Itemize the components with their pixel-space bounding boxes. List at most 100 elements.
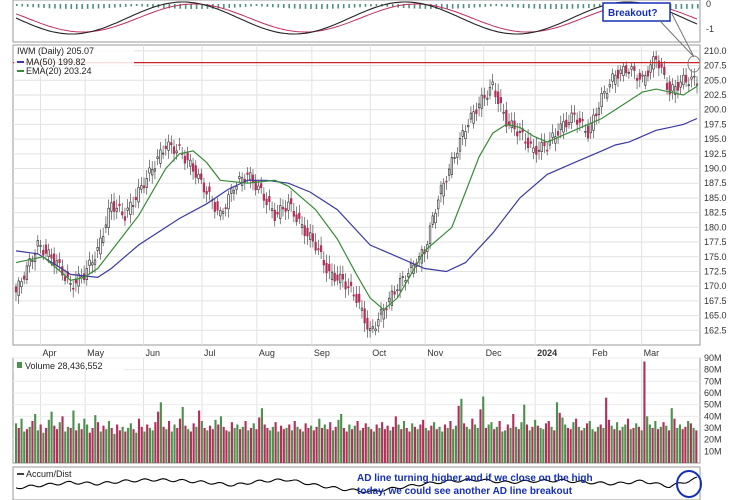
candle-body — [118, 203, 121, 206]
oscillator-histogram-bar — [697, 4, 699, 9]
candle-body — [576, 119, 579, 125]
price-tick-label: 200.0 — [704, 105, 727, 115]
volume-bar — [167, 421, 171, 463]
candle-body — [635, 78, 639, 81]
price-tick-label: 167.5 — [704, 296, 727, 306]
candle-body — [170, 142, 173, 146]
oscillator-line — [15, 1, 698, 35]
candle-body — [178, 144, 181, 146]
volume-bar — [244, 421, 247, 463]
volume-bar — [665, 425, 668, 463]
candle-body — [450, 157, 453, 175]
candle-body — [524, 141, 527, 144]
oscillator-histogram-bar — [571, 4, 574, 9]
volume-bars — [15, 361, 698, 463]
candle-body — [20, 281, 23, 288]
candle-body — [102, 236, 105, 243]
volume-bar — [364, 423, 367, 463]
volume-bar — [203, 428, 206, 463]
oscillator-histogram-bar — [364, 4, 367, 7]
volume-bar — [561, 417, 564, 463]
candle-body — [317, 248, 320, 251]
oscillator-histogram-bar — [353, 4, 356, 8]
candle-body — [540, 141, 543, 152]
volume-bar — [154, 422, 157, 463]
oscillator-histogram-bar — [184, 4, 187, 9]
candle-body — [377, 319, 380, 327]
oscillator-histogram-bar — [233, 4, 236, 8]
oscillator-histogram-bar — [195, 4, 198, 9]
candle-body — [251, 174, 255, 184]
volume-bar — [605, 397, 608, 463]
oscillator-histogram-bar — [495, 4, 498, 7]
candle-body — [110, 202, 113, 212]
accum-panel-frame — [12, 466, 701, 500]
oscillator-signal-line — [15, 3, 698, 33]
volume-bar — [629, 429, 632, 463]
oscillator-histogram-bar — [141, 4, 143, 7]
oscillator-histogram-bar — [86, 4, 89, 9]
candle-body — [249, 172, 252, 180]
volume-bar — [151, 430, 154, 463]
oscillator-histogram-bar — [228, 4, 231, 8]
volume-bar — [77, 423, 80, 463]
volume-bar — [239, 429, 242, 463]
volume-bar — [632, 428, 635, 463]
price-tick-label: 172.5 — [704, 266, 727, 276]
price-tick-label: 180.0 — [704, 222, 727, 232]
volume-bar — [569, 429, 572, 463]
candle-body — [611, 73, 614, 82]
volume-bar — [670, 408, 673, 463]
volume-bar — [383, 429, 386, 463]
volume-bar — [443, 424, 447, 463]
candle-body — [104, 224, 108, 228]
price-tick-label: 187.5 — [704, 178, 727, 188]
volume-bar — [490, 422, 493, 463]
price-tick-label: 170.0 — [704, 281, 727, 291]
candle-body — [213, 202, 216, 212]
oscillator-histogram-bar — [135, 4, 138, 7]
oscillator-histogram-bar — [588, 4, 590, 8]
oscillator-histogram-bar — [163, 4, 165, 8]
volume-bar — [42, 432, 45, 463]
volume-bar — [473, 424, 477, 463]
candle-body — [175, 150, 178, 154]
volume-bar — [288, 424, 291, 463]
candle-body — [164, 145, 167, 149]
volume-bar — [596, 426, 600, 463]
oscillator-histogram-bar — [413, 4, 416, 9]
candle-body — [167, 141, 170, 151]
candle-body — [472, 111, 475, 124]
price-tick-label: 207.5 — [704, 61, 727, 71]
volume-bar — [626, 418, 630, 463]
volume-bar — [465, 426, 468, 463]
volume-bar — [181, 407, 184, 463]
candle-body — [388, 297, 391, 303]
candle-body — [140, 185, 143, 190]
volume-bar — [280, 425, 283, 463]
volume-bar — [525, 424, 529, 463]
volume-bar — [378, 428, 381, 463]
breakout-callout-pointer-2 — [659, 20, 695, 58]
candle-body — [581, 118, 584, 122]
oscillator-histogram-bar — [266, 4, 269, 7]
volume-bar — [616, 422, 619, 463]
candle-body — [156, 156, 159, 159]
candle-body — [53, 253, 56, 266]
volume-bar — [460, 398, 463, 463]
volume-bar — [198, 410, 201, 463]
volume-bar — [50, 411, 53, 463]
volume-bar — [545, 423, 548, 463]
volume-bar — [323, 424, 326, 463]
oscillator-histogram-bar — [473, 4, 476, 8]
volume-bar — [192, 423, 195, 463]
volume-bar — [476, 428, 479, 463]
candle-body — [202, 182, 206, 193]
volume-bar — [348, 424, 351, 463]
volume-bar — [372, 431, 376, 463]
candle-body — [393, 291, 396, 295]
volume-bar — [342, 428, 345, 463]
oscillator-histogram-bar — [506, 4, 508, 7]
volume-bar — [148, 428, 151, 463]
volume-bar — [520, 422, 523, 463]
